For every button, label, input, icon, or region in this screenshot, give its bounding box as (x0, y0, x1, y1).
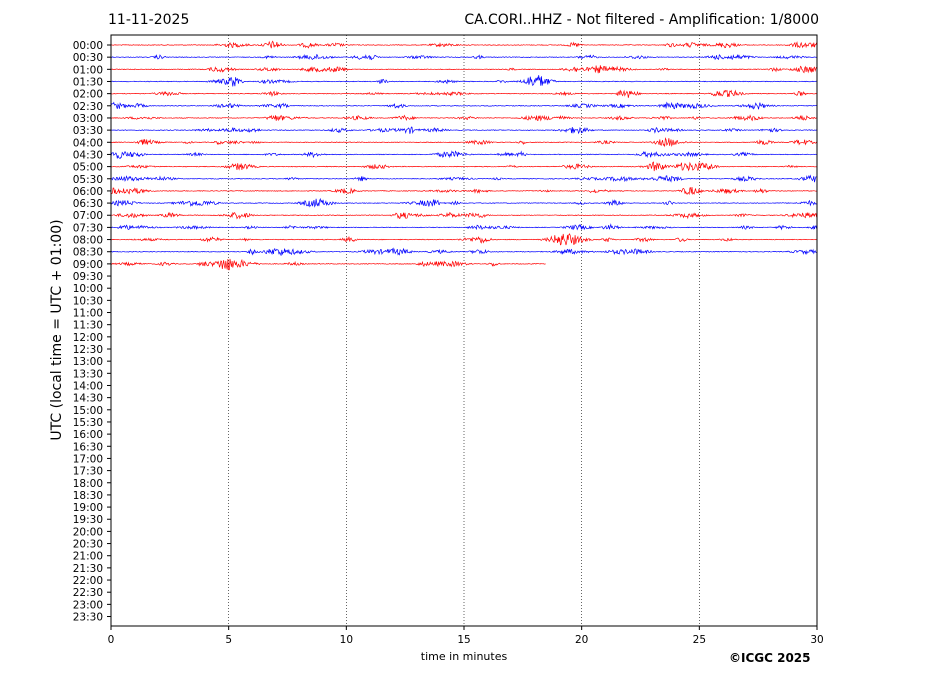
y-tick-label: 12:00 (73, 332, 103, 344)
x-tick-label: 30 (810, 634, 823, 646)
y-tick-label: 04:30 (73, 149, 103, 161)
y-tick-label: 01:30 (73, 76, 103, 88)
x-axis-label: time in minutes (420, 650, 508, 663)
trace-0300 (110, 114, 817, 122)
y-tick-label: 02:00 (73, 89, 103, 101)
x-tick-label: 10 (340, 634, 353, 646)
trace-0500 (110, 161, 817, 172)
y-tick-label: 19:00 (73, 502, 103, 514)
y-tick-label: 11:30 (73, 320, 103, 332)
plot-title: CA.CORI..HHZ - Not filtered - Amplificat… (464, 12, 819, 28)
y-tick-label: 06:30 (73, 198, 103, 210)
trace-0000 (110, 40, 817, 49)
y-tick-label: 23:30 (73, 612, 103, 624)
plot-frame (110, 34, 818, 627)
y-tick-label: 18:30 (73, 490, 103, 502)
y-axis-label: UTC (local time = UTC + 01:00) (49, 219, 65, 441)
y-tick-label: 01:00 (73, 64, 103, 76)
x-tick-label: 15 (457, 634, 470, 646)
y-tick-label: 15:30 (73, 417, 103, 429)
y-tick-label: 14:00 (73, 380, 103, 392)
trace-0200 (110, 89, 817, 98)
plot-date: 11-11-2025 (108, 12, 190, 28)
y-tick-label: 08:00 (73, 235, 103, 247)
y-tick-label: 00:00 (73, 40, 103, 52)
y-tick-label: 08:30 (73, 247, 103, 259)
y-tick-label: 17:00 (73, 453, 103, 465)
y-tick-label: 13:30 (73, 368, 103, 380)
y-tick-label: 23:00 (73, 599, 103, 611)
y-tick-label: 12:30 (73, 344, 103, 356)
x-tick-label: 20 (575, 634, 588, 646)
y-tick-label: 10:00 (73, 283, 103, 295)
trace-0830 (110, 247, 817, 256)
trace-0630 (110, 197, 817, 208)
trace-0700 (110, 211, 817, 220)
y-tick-label: 20:00 (73, 526, 103, 538)
y-tick-label: 07:00 (73, 210, 103, 222)
trace-0430 (110, 150, 817, 160)
x-tick-label: 5 (225, 634, 232, 646)
y-tick-label: 11:00 (73, 308, 103, 320)
x-axis: 0 5 10 15 20 25 30 (108, 626, 824, 646)
y-tick-label: 21:00 (73, 551, 103, 563)
y-tick-label: 03:30 (73, 125, 103, 137)
y-tick-label: 07:30 (73, 222, 103, 234)
y-tick-label: 22:30 (73, 587, 103, 599)
trace-0130 (110, 75, 817, 87)
y-tick-label: 09:30 (73, 271, 103, 283)
y-tick-label: 06:00 (73, 186, 103, 198)
y-tick-label: 18:00 (73, 478, 103, 490)
grid-lines (228, 35, 700, 626)
trace-0530 (110, 174, 817, 183)
y-tick-label: 02:30 (73, 101, 103, 113)
y-tick-label: 13:00 (73, 356, 103, 368)
y-tick-label: 20:30 (73, 539, 103, 551)
trace-0900 (110, 258, 546, 271)
y-tick-label: 05:00 (73, 162, 103, 174)
y-tick-label: 15:00 (73, 405, 103, 417)
y-tick-label: 05:30 (73, 174, 103, 186)
y-tick-label: 09:00 (73, 259, 103, 271)
y-tick-label: 16:30 (73, 441, 103, 453)
trace-0230 (110, 101, 817, 110)
y-tick-label: 03:00 (73, 113, 103, 125)
y-axis: 00:0000:3001:0001:3002:0002:3003:0003:30… (73, 40, 111, 624)
x-tick-label: 0 (108, 634, 115, 646)
y-tick-label: 22:00 (73, 575, 103, 587)
y-tick-label: 14:30 (73, 393, 103, 405)
trace-0330 (110, 126, 817, 135)
y-tick-label: 04:00 (73, 137, 103, 149)
y-tick-label: 21:30 (73, 563, 103, 575)
y-tick-label: 16:00 (73, 429, 103, 441)
x-tick-label: 25 (693, 634, 706, 646)
trace-0100 (110, 65, 817, 74)
y-tick-label: 10:30 (73, 295, 103, 307)
trace-0030 (110, 53, 817, 61)
y-tick-label: 00:30 (73, 52, 103, 64)
y-tick-label: 17:30 (73, 466, 103, 478)
y-tick-label: 19:30 (73, 514, 103, 526)
trace-0730 (110, 223, 817, 231)
copyright-notice: ©ICGC 2025 (729, 651, 811, 665)
seismic-traces (110, 40, 817, 271)
trace-0800 (110, 233, 817, 246)
trace-0600 (110, 186, 817, 196)
trace-0400 (110, 137, 817, 148)
